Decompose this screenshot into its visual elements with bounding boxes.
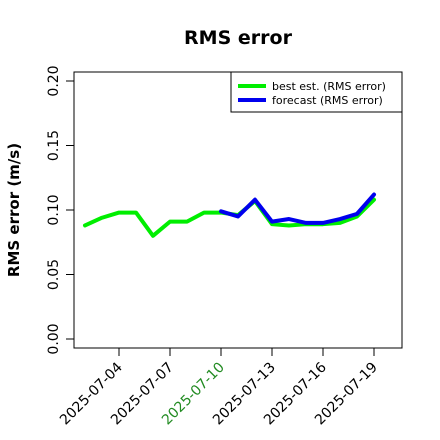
y-tick-label: 0.20 [46,65,62,96]
x-axis: 2025-07-042025-07-072025-07-102025-07-13… [57,348,381,428]
y-tick-label: 0.15 [46,130,62,161]
legend-label-best-estimate: best est. (RMS error) [272,80,386,93]
y-axis-title: RMS error (m/s) [5,143,23,277]
plot-area-frame [73,71,403,349]
legend-box [230,71,403,113]
series-line-best-estimate [83,197,376,238]
series-layer [83,192,376,238]
legend-label-forecast: forecast (RMS error) [272,94,383,107]
y-tick-label: 0.00 [46,323,62,354]
series-line-forecast [219,192,376,225]
y-tick-label: 0.05 [46,259,62,290]
chart-title: RMS error [184,27,293,49]
y-axis: 0.00 0.05 0.10 0.15 0.20 [46,65,74,355]
y-tick-label: 0.10 [46,194,62,225]
legend: best est. (RMS error) forecast (RMS erro… [230,71,403,113]
